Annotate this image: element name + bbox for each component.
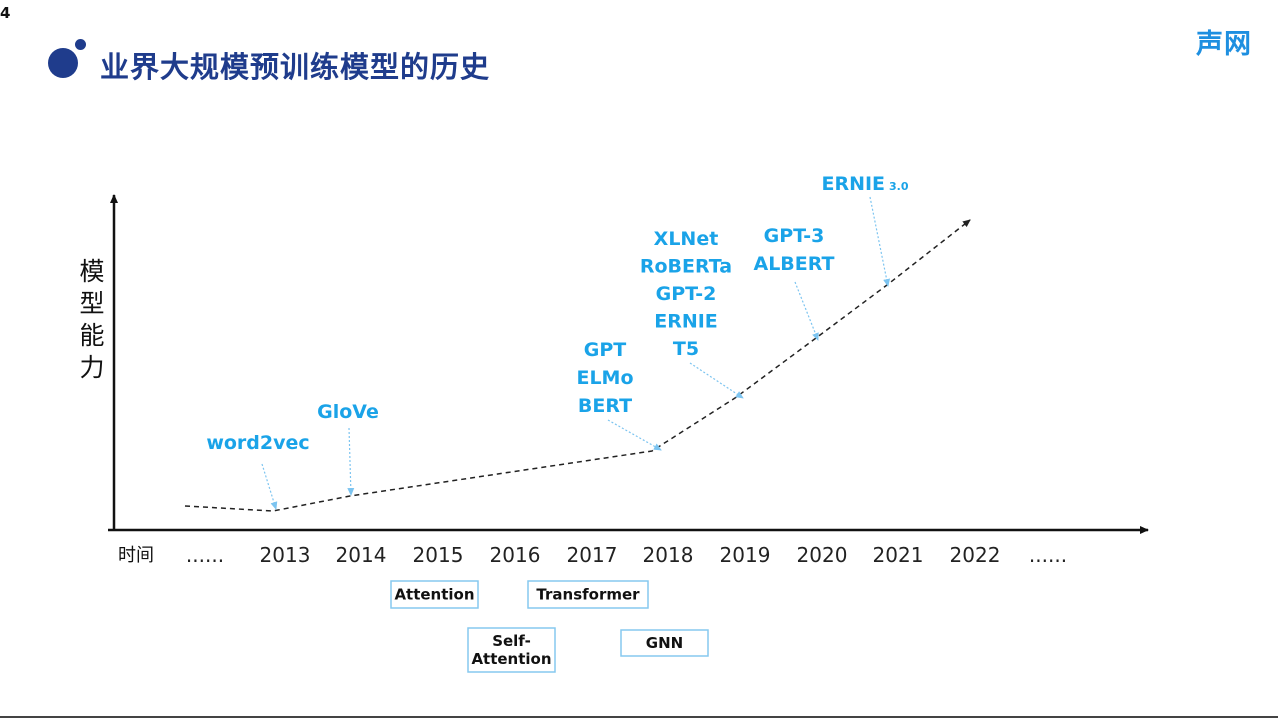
- technique-box: [527, 580, 649, 609]
- x-axis-ticks: ...... 2013 2014 2015 2016 2017 2018 2019 2020 20…: [186, 543, 1067, 567]
- pointer-word2vec: [261, 463, 278, 510]
- technique-label: Self-: [492, 632, 531, 650]
- page-title: 业界大规模预训练模型的历史: [100, 50, 491, 84]
- x-tick-label: 2017: [567, 543, 618, 567]
- pointer-2019: [689, 362, 744, 399]
- technique-label: GNN: [646, 634, 683, 652]
- technique-box: [620, 629, 709, 657]
- slide-number: 4: [0, 4, 11, 22]
- y-axis-label: 模型能力: [79, 257, 104, 382]
- footer-divider: [0, 716, 1278, 718]
- model-label: ERNIE: [654, 311, 718, 333]
- x-tick-label: ......: [186, 543, 224, 567]
- x-tick-label: 2018: [643, 543, 694, 567]
- x-tick-label: 2016: [490, 543, 541, 567]
- model-label: ERNIE 3.0: [821, 173, 908, 195]
- model-label: T5: [673, 338, 699, 360]
- pointer-2021: [869, 196, 891, 287]
- pointer-2020: [794, 281, 819, 341]
- x-tick-label: 2021: [873, 543, 924, 567]
- x-tick-label: 2013: [260, 543, 311, 567]
- model-label: XLNet: [654, 228, 719, 250]
- model-pointers: [261, 196, 891, 510]
- x-tick-label: 2014: [336, 543, 387, 567]
- title-bullet-small-icon: [75, 39, 86, 50]
- model-label: GloVe: [317, 401, 379, 423]
- technique-box: [467, 627, 556, 673]
- model-label: ALBERT: [753, 253, 834, 275]
- model-label: BERT: [578, 395, 632, 417]
- x-tick-label: ......: [1029, 543, 1067, 567]
- pointer-glove: [347, 427, 355, 496]
- title-bullet-icon: [48, 48, 78, 78]
- model-label: word2vec: [206, 432, 309, 454]
- x-tick-label: 2015: [413, 543, 464, 567]
- x-tick-label: 2019: [720, 543, 771, 567]
- model-labels: word2vec GloVe GPT ELMo BERT XLNet RoBERTa GPT-…: [206, 173, 909, 454]
- capability-curve: [184, 219, 971, 512]
- technique-label: Transformer: [536, 586, 640, 604]
- technique-label: Attention: [471, 650, 551, 668]
- x-tick-label: 2022: [950, 543, 1001, 567]
- technique-label: Attention: [394, 586, 474, 604]
- brand-logo: 声网: [1196, 29, 1252, 60]
- technique-box: [390, 580, 479, 609]
- x-tick-label: 2020: [797, 543, 848, 567]
- x-axis-label: 时间: [118, 545, 154, 566]
- pointer-2018: [607, 419, 662, 451]
- model-label: GPT-3: [764, 225, 825, 247]
- model-label: RoBERTa: [640, 256, 732, 278]
- model-label: GPT-2: [656, 283, 717, 305]
- model-label: GPT: [584, 339, 627, 361]
- model-label: ELMo: [576, 367, 633, 389]
